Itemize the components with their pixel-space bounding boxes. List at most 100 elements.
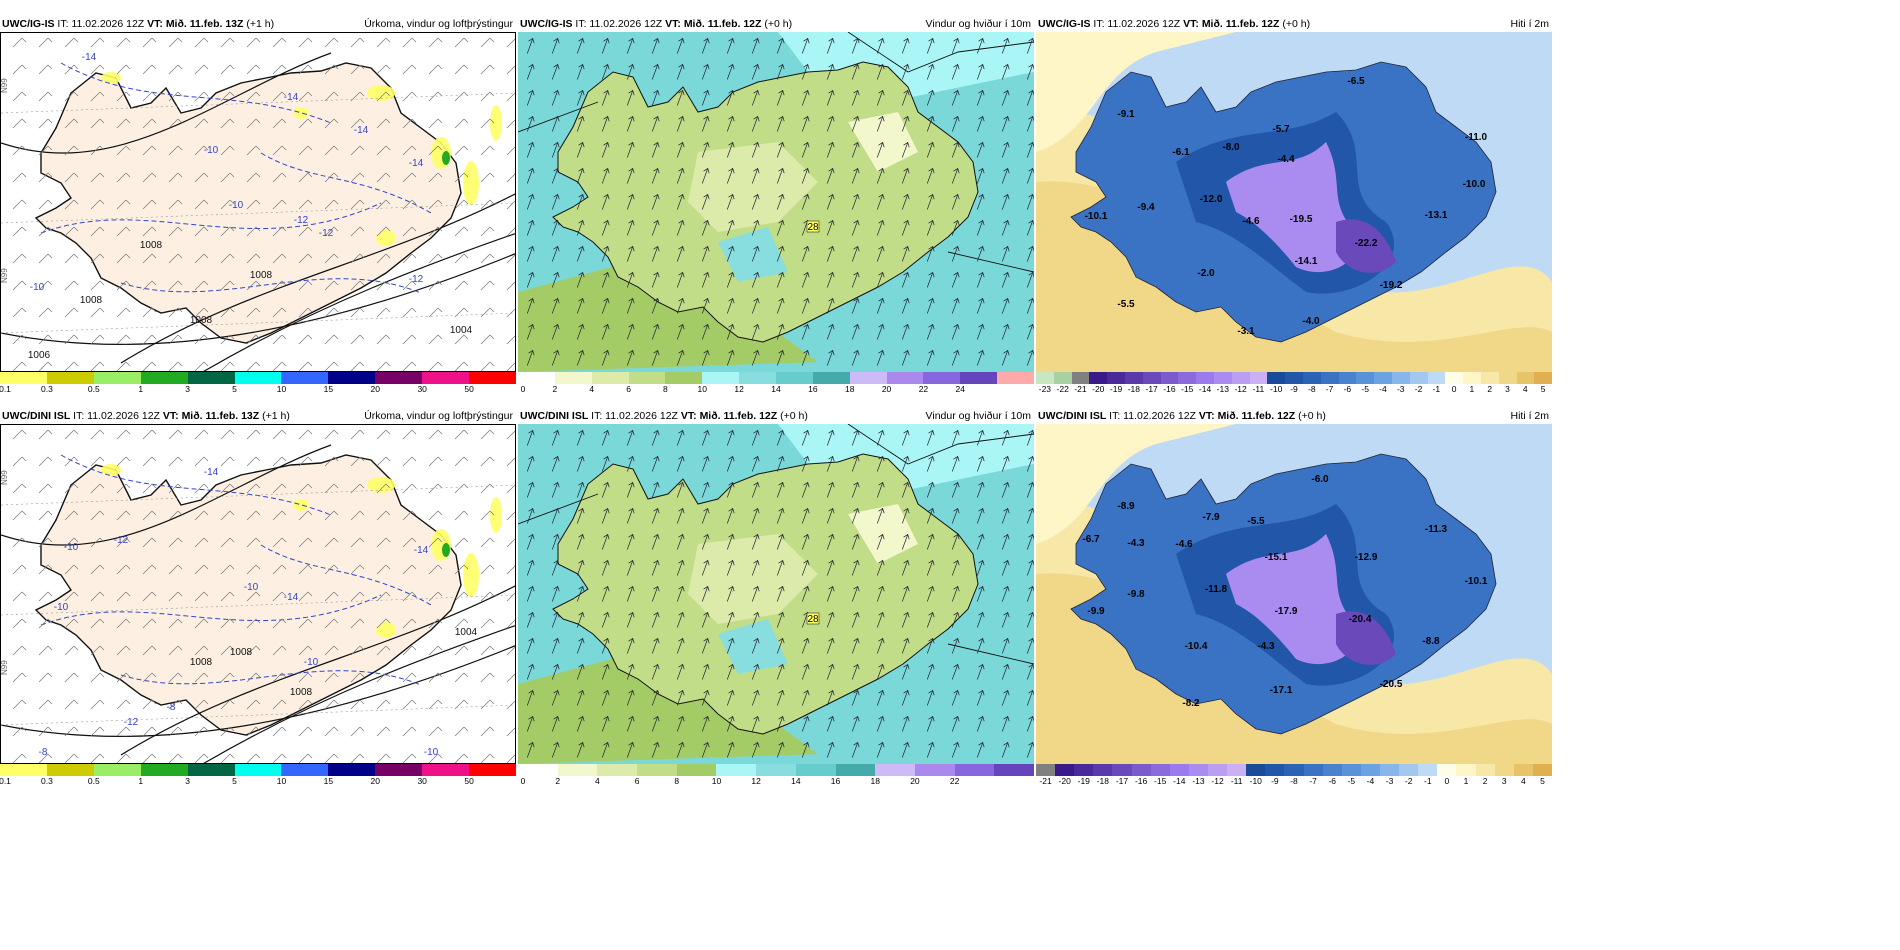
legend-tick-label: 8: [663, 384, 668, 394]
wind-barb: [480, 64, 495, 75]
grid-line: [1, 312, 515, 334]
wind-barb: [64, 280, 79, 291]
wind-barb: [12, 672, 27, 683]
map-value-label: -11.8: [1205, 584, 1228, 595]
wind-arrow: [951, 741, 960, 758]
wind-barb: [324, 429, 339, 440]
wind-arrow: [1001, 63, 1010, 80]
legend-tick-label: 8: [674, 776, 680, 786]
wind-barb: [350, 172, 365, 183]
wind-arrow: [976, 611, 985, 628]
wind-barb: [402, 307, 417, 318]
lead-time: (+0 h): [1282, 18, 1311, 30]
wind-arrow: [526, 63, 535, 80]
legend-tick-label: 22: [949, 776, 960, 786]
wind-barb: [168, 64, 183, 75]
wind-arrow: [576, 455, 585, 472]
wind-barb: [220, 307, 235, 318]
wind-arrow: [651, 507, 660, 524]
wind-barb: [298, 429, 313, 440]
wind-barb: [116, 429, 131, 440]
valid-time: Mið. 11.feb. 13Z: [181, 410, 260, 422]
wind-barb: [12, 510, 27, 521]
init-time: IT: 11.02.2026 12Z: [57, 18, 145, 30]
wind-barb: [142, 510, 157, 521]
wind-arrow: [926, 663, 935, 680]
wind-arrow: [551, 455, 560, 472]
wind-arrow: [826, 507, 835, 524]
wind-arrow: [826, 193, 835, 210]
legend-swatch: [1418, 764, 1438, 776]
wind-barb: [376, 172, 391, 183]
wind-arrow: [626, 507, 635, 524]
wind-arrow: [726, 559, 735, 576]
wind-barb: [376, 280, 391, 291]
wind-arrow: [1001, 715, 1010, 732]
wind-arrow: [826, 455, 835, 472]
wind-barb: [90, 672, 105, 683]
wind-barb: [142, 645, 157, 656]
wind-arrow: [1001, 323, 1010, 340]
valid-time-label: VT:: [680, 410, 697, 422]
map-value-label: -3.1: [1237, 326, 1255, 337]
map-value-label: -5.5: [1247, 516, 1265, 527]
wind-barb: [246, 199, 261, 210]
wind-barb: [376, 699, 391, 710]
wind-barb: [220, 64, 235, 75]
wind-arrow: [826, 429, 835, 446]
wind-arrow: [876, 455, 885, 472]
wind-barb: [298, 672, 313, 683]
wind-arrow: [776, 297, 785, 314]
wind-barb: [194, 145, 209, 156]
wind-arrow: [626, 349, 635, 366]
wind-barb: [272, 618, 287, 629]
wind-barb: [168, 591, 183, 602]
legend-tick-label: -10: [1270, 384, 1283, 394]
legend-swatch: [1267, 372, 1286, 384]
wind-barb: [454, 537, 469, 548]
legend-tick-label: 18: [844, 384, 855, 394]
legend-swatch: [676, 764, 717, 776]
wind-arrow: [901, 89, 910, 106]
wind-arrow: [1001, 481, 1010, 498]
wind-barb: [194, 334, 209, 345]
wind-barb: [168, 510, 183, 521]
map-value-label: -14.1: [1295, 256, 1318, 267]
wind-barb: [298, 645, 313, 656]
wind-arrow: [801, 559, 810, 576]
wind-barb: [454, 672, 469, 683]
legend-swatch: [1207, 764, 1228, 776]
wind-barb: [480, 429, 495, 440]
precip-patch: [367, 477, 395, 493]
legend-swatch: [1178, 372, 1197, 384]
legend-tick-label: 14: [771, 384, 781, 394]
wind-arrow: [601, 585, 610, 602]
wind-barb: [64, 483, 79, 494]
wind-arrow: [626, 455, 635, 472]
wind-arrow: [651, 585, 660, 602]
wind-arrow: [626, 715, 635, 732]
wind-arrow: [1001, 689, 1010, 706]
wind-barb: [38, 591, 53, 602]
init-time: IT: 11.02.2026 12Z: [575, 18, 663, 30]
wind-arrow: [776, 559, 785, 576]
wind-barb: [220, 145, 235, 156]
wind-barb: [38, 118, 53, 129]
isotherm: [120, 278, 422, 294]
wind-barb: [454, 753, 469, 763]
wind-barb: [454, 645, 469, 656]
wind-barb: [246, 726, 261, 737]
wind-barb: [168, 145, 183, 156]
wind-arrow: [726, 141, 735, 158]
wind-arrow: [901, 741, 910, 758]
map-value-label: -4.3: [1257, 641, 1275, 652]
isobar: [1, 645, 515, 738]
wind-arrow: [926, 245, 935, 262]
legend-swatch: [1107, 372, 1125, 384]
isotherm: [260, 544, 432, 606]
wind-barb: [376, 253, 391, 264]
wind-barb: [480, 510, 495, 521]
legend-swatch: [1188, 764, 1208, 776]
wind-barb: [64, 118, 79, 129]
wind-barb: [376, 537, 391, 548]
